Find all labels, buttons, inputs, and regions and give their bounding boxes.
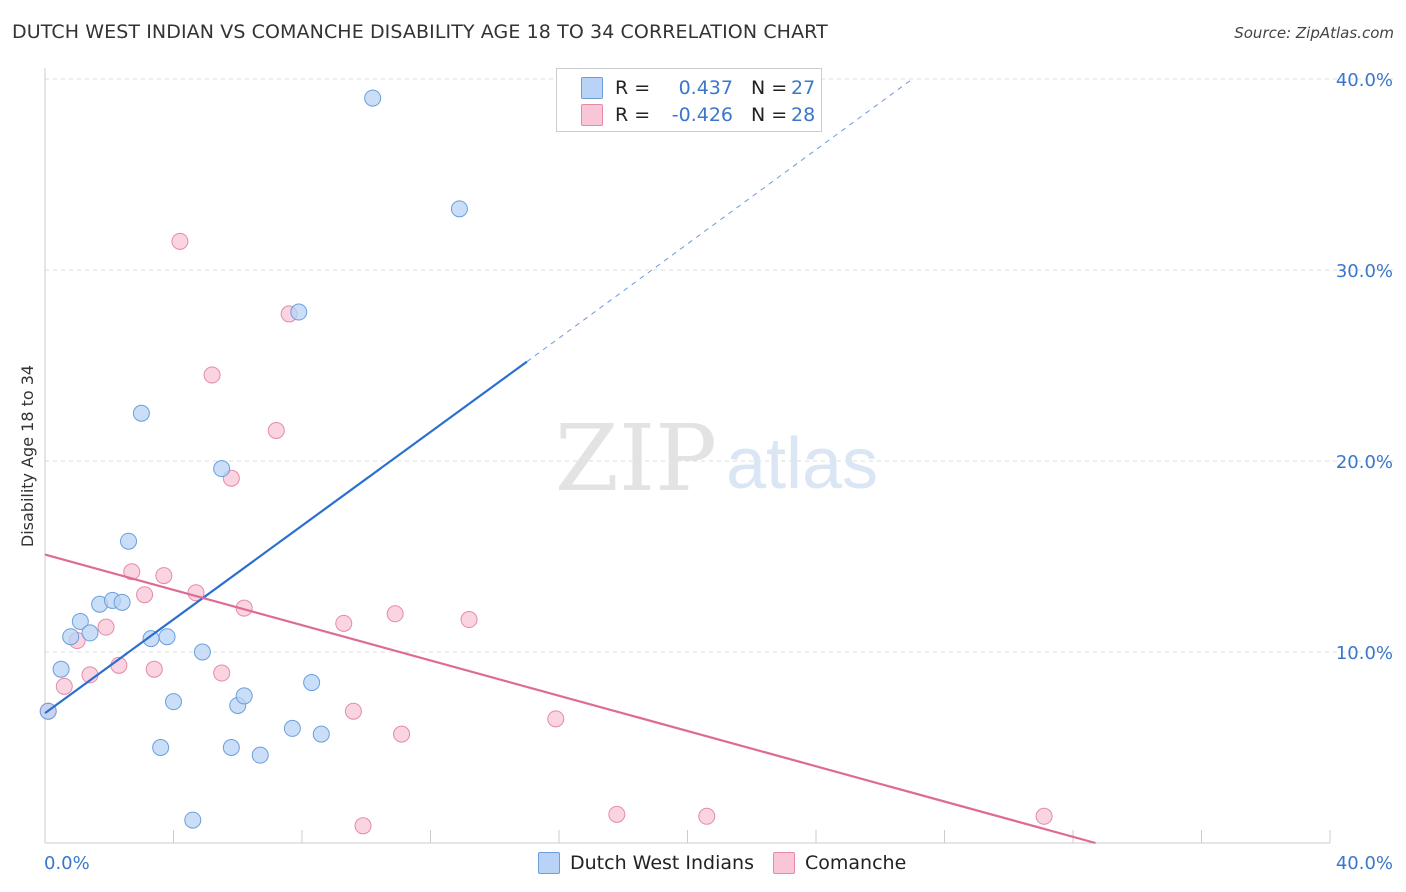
point-comanche [97,618,115,636]
point-dutch-west-indians [158,628,176,646]
point-comanche [267,421,285,439]
point-dutch-west-indians [152,739,170,756]
legend-n-value: 27 [791,76,816,99]
point-comanche [386,605,404,623]
point-dutch-west-indians [290,303,308,321]
legend-r-label: R = [615,76,651,99]
point-dutch-west-indians [222,739,240,756]
legend-swatch-blue [538,852,560,874]
point-comanche [171,232,189,250]
point-dutch-west-indians [113,593,131,611]
legend-row-comanche: R = -0.426 N = 28 [581,101,815,128]
y-tick-label: 10.0% [1336,643,1393,664]
point-dutch-west-indians [251,746,269,764]
point-dutch-west-indians [450,200,468,218]
legend-n-value: 28 [791,103,816,126]
point-dutch-west-indians [52,660,70,678]
points-comanche [39,232,1053,835]
legend-r-value: -0.426 [671,103,733,126]
points-dutch-west-indians [39,89,468,829]
point-dutch-west-indians [62,628,80,646]
legend-row-dutch-west-indians: R = 0.437 N = 27 [581,74,815,101]
point-comanche [213,664,231,682]
legend-label-dutch-west-indians: Dutch West Indians [570,852,754,874]
trend-line-dutch-west-indians [44,360,528,715]
point-comanche [123,563,141,581]
legend-swatch-blue [581,76,603,99]
point-dutch-west-indians [235,687,253,705]
legend-r-label: R = [615,103,651,126]
point-comanche [55,677,73,695]
chart-title: DUTCH WEST INDIAN VS COMANCHE DISABILITY… [12,21,828,43]
watermark-zip: ZIP [555,405,717,512]
point-dutch-west-indians [184,811,202,829]
point-comanche [203,366,221,384]
y-tick-label: 30.0% [1336,261,1393,282]
legend-r-value: 0.437 [678,76,733,99]
point-dutch-west-indians [303,674,321,692]
point-dutch-west-indians [193,643,211,661]
point-dutch-west-indians [120,532,138,550]
point-comanche [145,660,163,678]
point-dutch-west-indians [132,404,150,422]
trend-line-comanche [44,553,1096,845]
legend-item-dutch-west-indians: Dutch West Indians [538,852,754,874]
legend-n-label: N = [751,76,788,99]
source-label: Source: ZipAtlas.com [1234,24,1394,42]
point-dutch-west-indians [283,719,301,737]
point-comanche [136,586,154,604]
point-comanche [393,725,411,743]
point-dutch-west-indians [213,460,231,478]
point-comanche [698,807,716,825]
point-dutch-west-indians [165,693,182,711]
point-comanche [354,817,372,835]
legend-item-comanche: Comanche [773,852,906,874]
legend-n-label: N = [751,103,788,126]
watermark: ZIP atlas [555,405,878,512]
legend-swatch-pink [581,103,603,126]
point-comanche [608,805,626,823]
correlation-legend: R = 0.437 N = 27 R = -0.426 N = 28 [556,68,822,132]
watermark-atlas: atlas [726,424,878,504]
x-tick-label: 40.0% [1336,853,1393,874]
y-tick-label: 40.0% [1336,70,1393,91]
y-axis-label: Disability Age 18 to 34 [18,365,37,547]
point-comanche [335,614,353,632]
legend-swatch-pink [773,852,795,874]
point-comanche [155,567,173,585]
point-dutch-west-indians [312,725,330,743]
point-comanche [344,702,362,720]
point-comanche [547,710,565,728]
x-tick-label: 0.0% [44,853,90,874]
tick-labels: 10.0% 20.0% 30.0% 40.0% 0.0% 40.0% [44,70,1393,874]
point-dutch-west-indians [364,89,382,107]
point-dutch-west-indians [71,612,89,630]
point-comanche [1035,807,1053,825]
legend-label-comanche: Comanche [805,852,907,874]
y-tick-label: 20.0% [1336,452,1393,473]
trend-lines [44,78,1096,845]
point-comanche [460,611,478,629]
point-dutch-west-indians [81,624,99,642]
